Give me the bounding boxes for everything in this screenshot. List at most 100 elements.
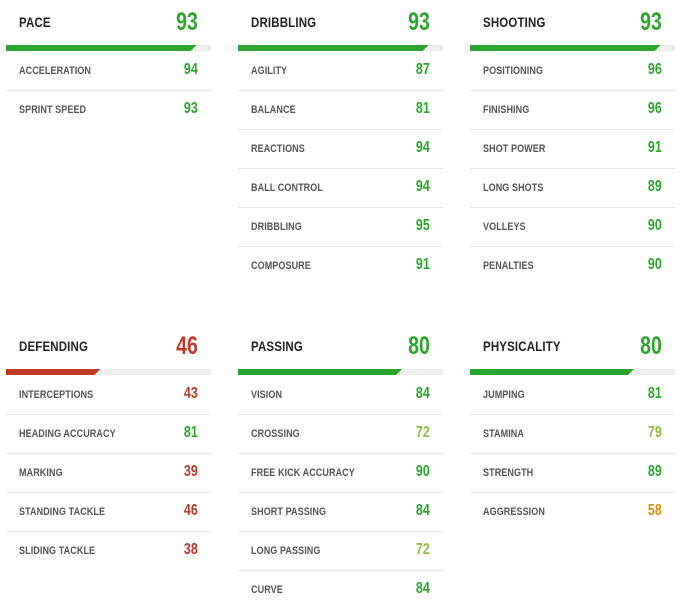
stat-label: SPRINT SPEED — [19, 104, 87, 116]
stat-value: 58 — [648, 502, 662, 519]
stat-label: SHORT PASSING — [251, 506, 327, 518]
category-header: PASSING 80 — [238, 326, 443, 375]
stat-label: BALANCE — [251, 104, 296, 116]
stat-value: 96 — [648, 100, 662, 117]
stat-row: AGGRESSION 58 — [470, 493, 675, 531]
stat-label: AGILITY — [251, 65, 288, 77]
stat-row: SHOT POWER 91 — [470, 130, 675, 169]
stat-value: 94 — [184, 61, 198, 78]
category-header: PACE 93 — [6, 2, 211, 51]
stat-row: SLIDING TACKLE 38 — [6, 532, 211, 570]
stat-row: REACTIONS 94 — [238, 130, 443, 169]
stat-value: 96 — [648, 61, 662, 78]
stat-label: AGGRESSION — [483, 506, 545, 518]
stat-label: CROSSING — [251, 428, 300, 440]
category-name: SHOOTING — [483, 14, 546, 30]
stat-value: 91 — [416, 256, 430, 273]
stat-value: 94 — [416, 178, 430, 195]
category-card-defending: DEFENDING 46 INTERCEPTIONS 43 HEADING ACCURA… — [6, 326, 211, 570]
stat-label: MARKING — [19, 467, 63, 479]
stat-row: STRENGTH 89 — [470, 454, 675, 493]
stat-label: POSITIONING — [483, 65, 544, 77]
stat-label: SLIDING TACKLE — [19, 545, 96, 557]
category-header: DRIBBLING 93 — [238, 2, 443, 51]
category-header: PHYSICALITY 80 — [470, 326, 675, 375]
stat-label: COMPOSURE — [251, 260, 311, 272]
stat-row: DRIBBLING 95 — [238, 208, 443, 247]
stat-label: STRENGTH — [483, 467, 534, 479]
category-name: PASSING — [251, 338, 303, 354]
stat-value: 84 — [416, 580, 430, 597]
category-progress-bar — [470, 45, 675, 51]
category-progress-fill — [238, 45, 429, 51]
stat-value: 84 — [416, 502, 430, 519]
stat-value: 91 — [648, 139, 662, 156]
category-card-passing: PASSING 80 VISION 84 CROSSING 72 FREE KICK ACC… — [238, 326, 443, 609]
stat-row: HEADING ACCURACY 81 — [6, 415, 211, 454]
stat-label: JUMPING — [483, 389, 525, 401]
stat-row: MARKING 39 — [6, 454, 211, 493]
category-progress-fill — [238, 369, 402, 375]
stat-label: STANDING TACKLE — [19, 506, 106, 518]
category-name: DRIBBLING — [251, 14, 317, 30]
stat-label: FREE KICK ACCURACY — [251, 467, 355, 479]
category-value: 46 — [176, 332, 198, 360]
stat-value: 79 — [648, 424, 662, 441]
stat-value: 39 — [184, 463, 198, 480]
stat-value: 90 — [648, 217, 662, 234]
stat-row: ACCELERATION 94 — [6, 52, 211, 91]
category-card-physicality: PHYSICALITY 80 JUMPING 81 STAMINA 79 STRENGTH 8… — [470, 326, 675, 531]
category-value: 93 — [176, 8, 198, 36]
stat-row: VOLLEYS 90 — [470, 208, 675, 247]
stat-value: 43 — [184, 385, 198, 402]
stat-label: STAMINA — [483, 428, 524, 440]
stat-row: STAMINA 79 — [470, 415, 675, 454]
stat-value: 95 — [416, 217, 430, 234]
stat-row: FREE KICK ACCURACY 90 — [238, 454, 443, 493]
category-progress-fill — [470, 45, 661, 51]
stat-value: 72 — [416, 424, 430, 441]
category-value: 93 — [640, 8, 662, 36]
stat-label: DRIBBLING — [251, 221, 302, 233]
stat-row: COMPOSURE 91 — [238, 247, 443, 285]
stat-row: CROSSING 72 — [238, 415, 443, 454]
stat-row: POSITIONING 96 — [470, 52, 675, 91]
stat-value: 81 — [184, 424, 198, 441]
stat-label: HEADING ACCURACY — [19, 428, 116, 440]
stat-value: 89 — [648, 178, 662, 195]
stat-value: 93 — [184, 100, 198, 117]
category-progress-fill — [470, 369, 634, 375]
category-progress-bar — [6, 369, 211, 375]
category-value: 93 — [408, 8, 430, 36]
stat-row: LONG PASSING 72 — [238, 532, 443, 571]
category-card-dribbling: DRIBBLING 93 AGILITY 87 BALANCE 81 REACTIONS 94… — [238, 2, 443, 285]
stat-label: FINISHING — [483, 104, 530, 116]
stat-row: JUMPING 81 — [470, 376, 675, 415]
stat-label: BALL CONTROL — [251, 182, 323, 194]
category-name: PACE — [19, 14, 51, 30]
category-name: PHYSICALITY — [483, 338, 561, 354]
stat-row: LONG SHOTS 89 — [470, 169, 675, 208]
stat-row: STANDING TACKLE 46 — [6, 493, 211, 532]
stat-row: BALL CONTROL 94 — [238, 169, 443, 208]
stat-value: 81 — [416, 100, 430, 117]
stat-value: 38 — [184, 541, 198, 558]
category-progress-bar — [238, 369, 443, 375]
stat-row: FINISHING 96 — [470, 91, 675, 130]
stat-row: BALANCE 81 — [238, 91, 443, 130]
category-value: 80 — [640, 332, 662, 360]
stat-value: 87 — [416, 61, 430, 78]
stat-row: VISION 84 — [238, 376, 443, 415]
category-progress-fill — [6, 369, 100, 375]
category-header: DEFENDING 46 — [6, 326, 211, 375]
stat-row: PENALTIES 90 — [470, 247, 675, 285]
stat-value: 94 — [416, 139, 430, 156]
stat-label: VOLLEYS — [483, 221, 526, 233]
category-progress-bar — [238, 45, 443, 51]
stat-label: CURVE — [251, 584, 283, 596]
stat-value: 72 — [416, 541, 430, 558]
stat-row: AGILITY 87 — [238, 52, 443, 91]
stat-label: VISION — [251, 389, 283, 401]
stat-value: 46 — [184, 502, 198, 519]
category-progress-fill — [6, 45, 197, 51]
